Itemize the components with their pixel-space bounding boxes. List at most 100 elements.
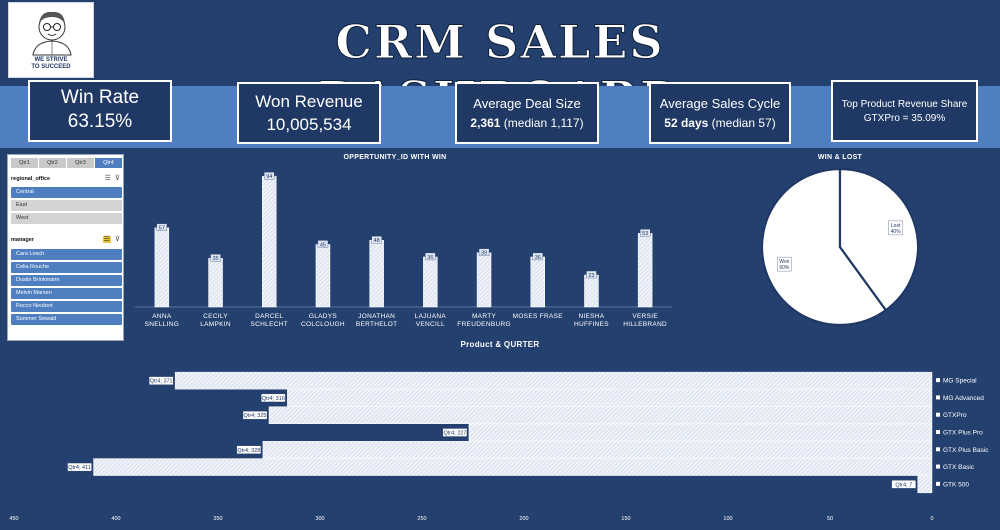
pie-label-box-lost (888, 220, 903, 236)
won-revenue-label: Won Revenue (255, 92, 363, 111)
quarter-slicer: Qtr1 Qtr2 Qtr3 Qtr4 (11, 158, 122, 168)
data-label-box-darcel-schlecht (264, 172, 275, 180)
pie-label-lost: Lost 40% (891, 223, 902, 235)
data-label-box-versie-hillebrand (640, 229, 651, 237)
top-product-share-value: GTXPro = 35.09% (863, 113, 946, 124)
pie-label-won: Won 60% (779, 259, 790, 271)
manager-item-rocco-neubert[interactable]: Rocco Neubert (11, 301, 122, 312)
pie-slice-won[interactable] (760, 167, 888, 327)
x-tick-250: 250 (417, 516, 426, 522)
manager-item-cara-losch[interactable]: Cara Losch (11, 249, 122, 260)
avg-deal-size-median: (median 1,117) (500, 116, 584, 130)
manager-item-dustin-brinkmann[interactable]: Dustin Brinkmann (11, 275, 122, 286)
clear-filter-icon[interactable]: ⊽ (114, 175, 120, 182)
won-revenue-value: 10,005,534 (266, 115, 352, 134)
hbar-label-gtxpro: Qtr4; 325 (244, 413, 267, 419)
hbar-gtx-plus-basic[interactable] (262, 441, 933, 459)
bar-moses-frase[interactable] (530, 256, 545, 308)
quarter-tab-qtr4[interactable]: Qtr4 (95, 158, 122, 168)
category-label-marty-freudenburg: MARTY FREUDENBURG (457, 313, 511, 328)
category-label-darcel-schlecht: DARCEL SCHLECHT (251, 313, 288, 328)
legend-swatch-mg-special (936, 378, 940, 383)
manager-item-summer-sewald[interactable]: Summer Sewald (11, 314, 122, 325)
x-tick-400: 400 (111, 516, 120, 522)
category-label-anna-snelling: ANNA SNELLING (145, 313, 180, 328)
bar-jonathan-berthelot[interactable] (369, 240, 384, 308)
opportunity-bar-chart: 57 ANNA SNELLING 35 CECILY LAMPKIN 94 DARCEL SCH… (135, 172, 672, 328)
category-label-jonathan-berthelot: JONATHAN BERTHELOT (356, 313, 398, 328)
bar-versie-hillebrand[interactable] (637, 233, 653, 308)
quarter-tab-qtr2[interactable]: Qtr2 (39, 158, 66, 168)
manager-item-melvin-marxen[interactable]: Melvin Marxen (11, 288, 122, 299)
legend-label-gtx-plus-basic: GTX Plus Basic (943, 447, 989, 454)
win-rate-value: 63.15% (67, 111, 133, 132)
bar-anna-snelling[interactable] (154, 227, 170, 308)
data-label-box-jonathan-berthelot (371, 236, 382, 244)
multiselect-icon[interactable]: ☰ (104, 175, 111, 182)
pie-label-box-won (777, 256, 792, 272)
win-rate-label: Win Rate (60, 87, 140, 108)
hbar-label-box-gtx-basic (67, 462, 92, 472)
hbar-gtx-plus-pro[interactable] (468, 423, 933, 442)
legend-label-gtx-plus-pro: GTX Plus Pro (943, 430, 983, 437)
clear-filter-icon[interactable]: ⊽ (114, 236, 120, 243)
data-label-niesha-huffines: 23 (588, 273, 594, 279)
win-lost-pie-chart: Won 60% Lost 40% (760, 167, 920, 327)
bar-cecily-lampkin[interactable] (208, 258, 223, 308)
manager-item-celia-rouche[interactable]: Celia Rouche (11, 262, 122, 273)
hbar-gtxpro[interactable] (268, 406, 933, 424)
slicer-panel: Qtr1 Qtr2 Qtr3 Qtr4 regional_office ☰ ⊽ C… (7, 154, 124, 341)
regional-office-slicer-title: regional_office (11, 176, 51, 182)
quarter-tab-qtr3[interactable]: Qtr3 (67, 158, 94, 168)
quarter-tab-qtr1[interactable]: Qtr1 (11, 158, 38, 168)
data-label-darcel-schlecht: 94 (266, 174, 272, 180)
bar-darcel-schlecht[interactable] (262, 176, 277, 308)
hbar-label-box-gtxpro (242, 411, 268, 420)
category-label-lajuana-vencill: LAJUANA VENCILL (415, 313, 447, 328)
avg-deal-size-main: 2,361 (470, 116, 501, 130)
pie-slice-lost[interactable] (838, 167, 920, 312)
category-label-cecily-lampkin: CECILY LAMPKIN (200, 313, 231, 328)
manager-slicer-header: manager ☰ ⊽ (11, 235, 122, 245)
bar-gladys-colclough[interactable] (315, 244, 331, 308)
hbar-gtx-basic[interactable] (93, 458, 933, 476)
data-label-box-moses-frase (532, 252, 543, 261)
hbar-gtk-500[interactable] (917, 475, 933, 494)
category-label-moses-frase: MOSES FRASE (513, 313, 564, 320)
bar-niesha-huffines[interactable] (584, 274, 599, 308)
regional-office-item-central[interactable]: Central (11, 187, 122, 198)
win-lost-chart-title: WIN & LOST (817, 154, 863, 161)
hbar-label-gtx-plus-pro: Qtr4; 227 (443, 431, 466, 437)
x-tick-300: 300 (315, 516, 324, 522)
data-label-anna-snelling: 57 (159, 226, 165, 232)
multiselect-icon[interactable]: ☰ (102, 236, 111, 243)
person-avatar-icon (32, 11, 72, 56)
hbar-mg-special[interactable] (174, 371, 933, 390)
avg-deal-size-card: Average Deal Size 2,361 (median 1,117) (455, 82, 599, 144)
data-label-box-anna-snelling (156, 223, 168, 231)
bar-lajuana-vencill[interactable] (423, 256, 438, 308)
legend-label-gtk-500: GTK 500 (943, 481, 969, 488)
avg-sales-cycle-value: 52 days (median 57) (651, 116, 789, 130)
data-label-gladys-colclough: 45 (320, 242, 326, 248)
hbar-mg-advanced[interactable] (287, 389, 933, 407)
x-tick-350: 350 (213, 516, 222, 522)
category-label-gladys-colclough: GLADYS COLCLOUGH (301, 313, 345, 328)
avg-sales-cycle-label: Average Sales Cycle (659, 96, 781, 111)
data-label-box-niesha-huffines (586, 270, 597, 279)
regional-office-item-east[interactable]: East (11, 200, 122, 211)
legend-swatch-gtxpro (936, 412, 940, 417)
data-label-moses-frase: 36 (535, 255, 541, 261)
regional-office-item-west[interactable]: West (11, 213, 122, 224)
legend-swatch-gtx-plus-basic (936, 447, 940, 452)
won-revenue-card: Won Revenue 10,005,534 (237, 82, 381, 144)
top-product-share-card: Top Product Revenue Share GTXPro = 35.09… (831, 80, 978, 142)
legend-swatch-mg-advanced (936, 395, 940, 400)
avg-deal-size-value: 2,361 (median 1,117) (457, 116, 597, 130)
hbar-label-box-mg-advanced (261, 393, 286, 403)
company-logo: WE STRIVE TO SUCCEED (8, 2, 94, 78)
x-tick-200: 200 (519, 516, 528, 522)
bar-marty-freudenburg[interactable] (476, 252, 492, 308)
hbar-label-box-gtx-plus-basic (236, 445, 262, 454)
